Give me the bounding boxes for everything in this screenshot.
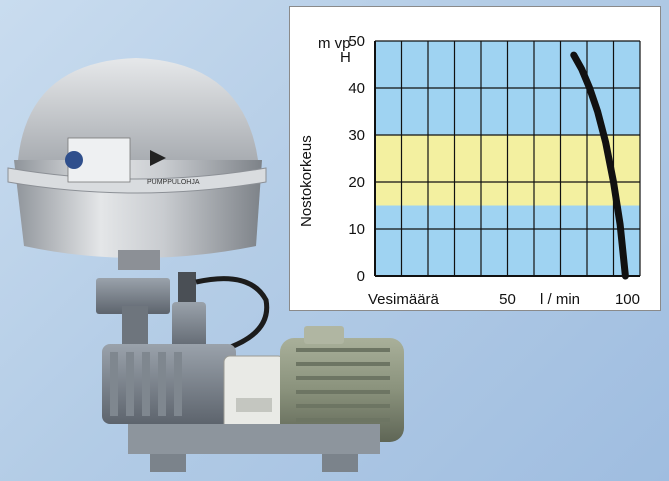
x-tick-label: 100 (615, 291, 640, 308)
pump-curve-line (570, 51, 629, 280)
tank-brand-label: PUMPPULOHJA (147, 179, 200, 186)
y-tick-label: 40 (348, 80, 365, 97)
x-tick-label: 50 (499, 291, 516, 308)
x-axis-unit: l / min (540, 291, 580, 308)
electric-motor (280, 326, 404, 442)
base-frame (128, 424, 380, 472)
y-axis-title: Nostokorkeus (298, 135, 315, 227)
play-logo-icon (150, 150, 166, 166)
y-tick-label: 0 (357, 268, 365, 285)
brand-logo-icon (65, 151, 83, 169)
y-axis-unit: m vp (318, 35, 351, 52)
pump-curve-svg: 0 10 20 30 40 50 50 100 m vp H Nostokorkeus Ve… (298, 33, 641, 308)
x-tick-labels: 50 100 (499, 291, 640, 308)
pressure-tank: PUMPPULOHJA (7, 58, 267, 270)
grid (374, 40, 641, 277)
pump-curve-chart: 0 10 20 30 40 50 50 100 m vp H Nostokorkeus Ve… (289, 6, 661, 311)
y-tick-label: 50 (348, 33, 365, 50)
pipe-fittings (96, 272, 270, 352)
y-tick-label: 30 (348, 127, 365, 144)
y-tick-label: 10 (348, 221, 365, 238)
x-axis-title: Vesimäärä (368, 291, 440, 308)
y-tick-labels: 0 10 20 30 40 50 (348, 33, 365, 285)
y-axis-symbol: H (340, 49, 351, 66)
y-tick-label: 20 (348, 174, 365, 191)
pump-body (102, 344, 285, 437)
